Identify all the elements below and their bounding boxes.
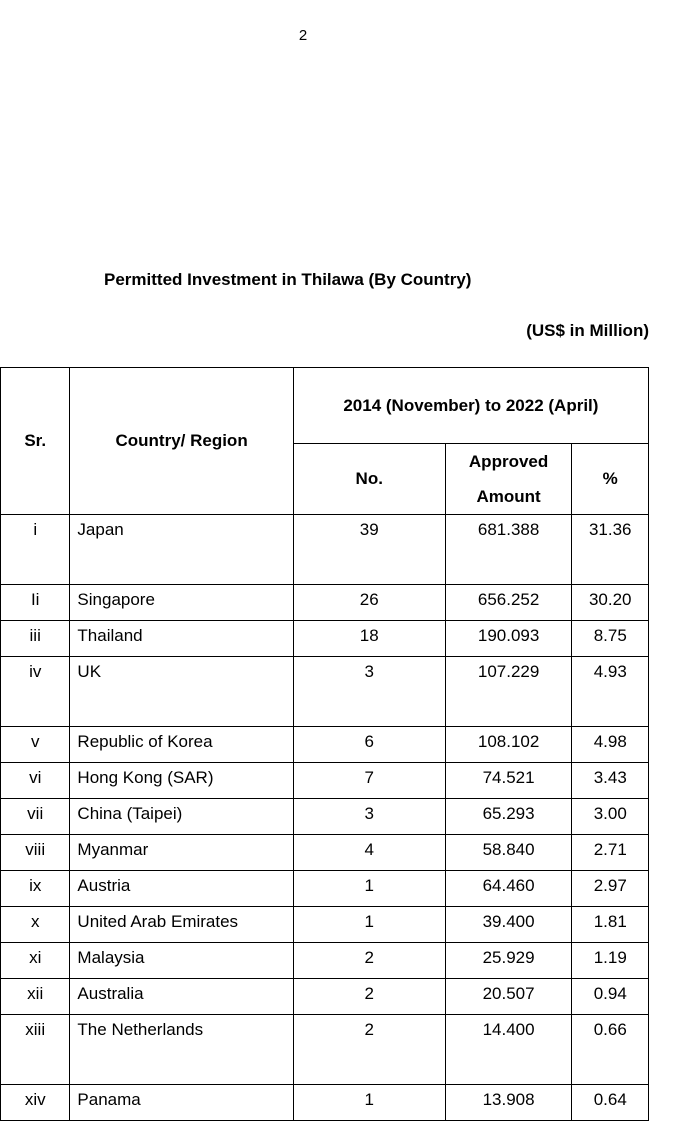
row-amount: 656.252 [445, 585, 572, 621]
row-pct: 0.64 [572, 1085, 649, 1121]
row-sr: ix [1, 871, 70, 907]
row-no: 2 [293, 979, 445, 1015]
row-country: The Netherlands [70, 1015, 293, 1085]
table-row: xiv Panama 1 13.908 0.64 [1, 1085, 649, 1121]
row-no: 1 [293, 871, 445, 907]
row-pct: 31.36 [572, 515, 649, 585]
row-sr: iii [1, 621, 70, 657]
table-body: i Japan 39 681.388 31.36 Ii Singapore 26 656.252… [1, 515, 649, 1121]
row-pct: 1.81 [572, 907, 649, 943]
header-sr: Sr. [1, 368, 70, 515]
table-row: vii China (Taipei) 3 65.293 3.00 [1, 799, 649, 835]
row-amount: 74.521 [445, 763, 572, 799]
header-period: 2014 (November) to 2022 (April) [293, 368, 648, 444]
row-amount: 13.908 [445, 1085, 572, 1121]
row-no: 18 [293, 621, 445, 657]
table-row: xiii The Netherlands 2 14.400 0.66 [1, 1015, 649, 1085]
row-no: 6 [293, 727, 445, 763]
row-amount: 58.840 [445, 835, 572, 871]
row-no: 1 [293, 907, 445, 943]
row-no: 4 [293, 835, 445, 871]
row-pct: 8.75 [572, 621, 649, 657]
table-row: iii Thailand 18 190.093 8.75 [1, 621, 649, 657]
row-sr: xiv [1, 1085, 70, 1121]
table-row: v Republic of Korea 6 108.102 4.98 [1, 727, 649, 763]
row-amount: 25.929 [445, 943, 572, 979]
row-pct: 3.00 [572, 799, 649, 835]
row-amount: 190.093 [445, 621, 572, 657]
table-row: iv UK 3 107.229 4.93 [1, 657, 649, 727]
row-pct: 1.19 [572, 943, 649, 979]
row-amount: 64.460 [445, 871, 572, 907]
row-amount: 108.102 [445, 727, 572, 763]
row-amount: 681.388 [445, 515, 572, 585]
row-no: 3 [293, 799, 445, 835]
header-no: No. [293, 444, 445, 515]
row-sr: xii [1, 979, 70, 1015]
row-pct: 0.66 [572, 1015, 649, 1085]
row-sr: vii [1, 799, 70, 835]
row-country: Panama [70, 1085, 293, 1121]
table-row: i Japan 39 681.388 31.36 [1, 515, 649, 585]
row-no: 1 [293, 1085, 445, 1121]
table-row: x United Arab Emirates 1 39.400 1.81 [1, 907, 649, 943]
row-sr: iv [1, 657, 70, 727]
row-country: Thailand [70, 621, 293, 657]
header-pct: % [572, 444, 649, 515]
row-country: Japan [70, 515, 293, 585]
row-country: Australia [70, 979, 293, 1015]
row-sr: vi [1, 763, 70, 799]
row-country: UK [70, 657, 293, 727]
header-approved-amount: Approved Amount [445, 444, 572, 515]
row-no: 26 [293, 585, 445, 621]
table-row: vi Hong Kong (SAR) 7 74.521 3.43 [1, 763, 649, 799]
row-no: 7 [293, 763, 445, 799]
header-amount-line2: Amount [476, 487, 540, 506]
row-amount: 20.507 [445, 979, 572, 1015]
page-number: 2 [0, 27, 606, 44]
row-country: Myanmar [70, 835, 293, 871]
row-country: Singapore [70, 585, 293, 621]
row-country: United Arab Emirates [70, 907, 293, 943]
row-pct: 30.20 [572, 585, 649, 621]
row-country: Malaysia [70, 943, 293, 979]
row-sr: i [1, 515, 70, 585]
page-title: Permitted Investment in Thilawa (By Coun… [104, 270, 471, 290]
row-country: Austria [70, 871, 293, 907]
investment-table: Sr. Country/ Region 2014 (November) to 2… [0, 367, 649, 1121]
row-amount: 107.229 [445, 657, 572, 727]
table-row: Ii Singapore 26 656.252 30.20 [1, 585, 649, 621]
row-sr: x [1, 907, 70, 943]
row-amount: 14.400 [445, 1015, 572, 1085]
row-pct: 2.97 [572, 871, 649, 907]
table-row: xi Malaysia 2 25.929 1.19 [1, 943, 649, 979]
row-pct: 2.71 [572, 835, 649, 871]
row-no: 2 [293, 1015, 445, 1085]
row-amount: 39.400 [445, 907, 572, 943]
row-sr: Ii [1, 585, 70, 621]
row-sr: v [1, 727, 70, 763]
table-row: ix Austria 1 64.460 2.97 [1, 871, 649, 907]
row-no: 2 [293, 943, 445, 979]
row-no: 39 [293, 515, 445, 585]
row-pct: 4.93 [572, 657, 649, 727]
row-sr: xiii [1, 1015, 70, 1085]
header-amount-line1: Approved [469, 452, 548, 471]
table-row: xii Australia 2 20.507 0.94 [1, 979, 649, 1015]
row-sr: viii [1, 835, 70, 871]
unit-note: (US$ in Million) [526, 321, 649, 341]
row-country: Republic of Korea [70, 727, 293, 763]
header-country: Country/ Region [70, 368, 293, 515]
row-no: 3 [293, 657, 445, 727]
row-pct: 4.98 [572, 727, 649, 763]
row-amount: 65.293 [445, 799, 572, 835]
row-country: China (Taipei) [70, 799, 293, 835]
row-country: Hong Kong (SAR) [70, 763, 293, 799]
row-sr: xi [1, 943, 70, 979]
table-row: viii Myanmar 4 58.840 2.71 [1, 835, 649, 871]
row-pct: 3.43 [572, 763, 649, 799]
row-pct: 0.94 [572, 979, 649, 1015]
